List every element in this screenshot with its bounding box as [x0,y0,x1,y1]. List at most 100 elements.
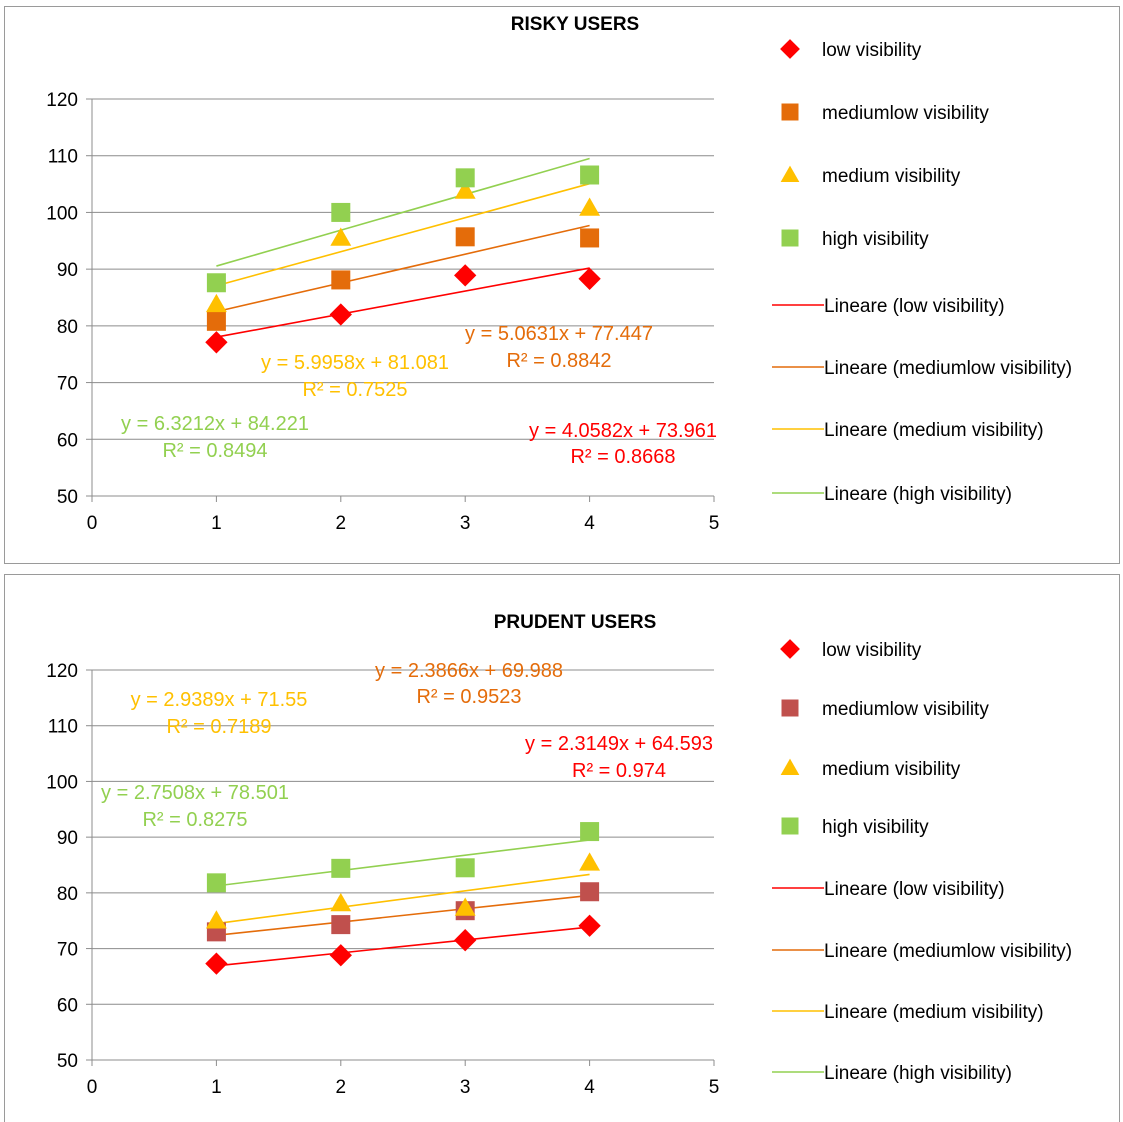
legend-marker-mediumlow-visibility [781,699,799,717]
legend-label: Lineare (low visibility) [824,296,1005,317]
trend-r2: R² = 0.8275 [142,809,247,831]
trend-equation: y = 2.7508x + 78.501 [101,782,289,804]
y-tick-label: 120 [46,90,78,111]
point-medium-visibility [579,852,601,871]
point-mediumlow-visibility [331,270,351,290]
legend-label: high visibility [822,817,929,838]
point-mediumlow-visibility [331,915,351,935]
trendline-lineare-low-visibility [216,926,590,967]
legend-label: mediumlow visibility [822,103,989,124]
point-high-visibility [455,858,475,878]
trendline-lineare-low-visibility [216,267,590,338]
chart-svg: RISKY USERS 50 60 70 80 90 100 110 120 0 1 2 3 4 5 y = … [46,14,1072,534]
legend-marker-medium-visibility [780,758,800,776]
legend-marker-high-visibility [781,817,799,835]
legend-label: Lineare (high visibility) [824,484,1012,505]
x-tick-label: 0 [87,1077,98,1098]
trend-r2: R² = 0.9523 [416,686,521,708]
legend-label: Lineare (mediumlow visibility) [824,941,1072,962]
legend-label: mediumlow visibility [822,699,989,720]
chart-prudent-users: PRUDENT USERS 50 60 70 80 90 100 110 120 0 1 2 3 4 5 y … [4,574,1120,1122]
legend-label: Lineare (high visibility) [824,1063,1012,1084]
point-medium-visibility [454,897,476,916]
x-tick-label: 4 [584,1077,595,1098]
trend-equation: y = 2.3866x + 69.988 [375,660,563,682]
y-tick-label: 120 [46,661,78,682]
x-tick-label: 3 [460,1077,471,1098]
point-high-visibility [580,822,600,842]
point-medium-visibility [330,892,352,912]
point-mediumlow-visibility [455,227,475,247]
x-tick-label: 5 [709,1077,720,1098]
point-medium-visibility [205,293,227,313]
trend-equation: y = 6.3212x + 84.221 [121,413,309,435]
legend-label: medium visibility [822,166,961,187]
trend-r2: R² = 0.974 [572,760,666,782]
legend-marker-high-visibility [781,229,799,247]
trendline-lineare-high-visibility [216,839,590,887]
legend-label: Lineare (low visibility) [824,879,1005,900]
trendline-lineare-mediumlow-visibility [216,224,590,313]
point-low-visibility [454,929,477,952]
y-tick-label: 80 [57,884,78,905]
x-tick-label: 1 [211,513,222,534]
trend-equation: y = 2.3149x + 64.593 [525,733,713,755]
point-low-visibility [578,914,601,937]
chart-svg: PRUDENT USERS 50 60 70 80 90 100 110 120 0 1 2 3 4 5 y … [46,612,1072,1098]
point-high-visibility [206,273,226,293]
y-tick-label: 110 [48,717,78,738]
trend-r2: R² = 0.7525 [302,379,407,401]
point-medium-visibility [205,910,227,929]
legend-marker-low-visibility [780,39,800,59]
trend-equation: y = 5.9958x + 81.081 [261,352,449,374]
x-tick-label: 2 [336,1077,347,1098]
y-tick-label: 90 [57,828,78,849]
x-tick-label: 3 [460,513,471,534]
y-tick-label: 100 [46,772,78,793]
y-tick-label: 70 [57,940,78,961]
point-medium-visibility [579,197,601,216]
legend-marker-low-visibility [780,639,800,659]
chart-title: PRUDENT USERS [494,612,657,633]
point-high-visibility [331,858,351,878]
point-low-visibility [329,944,352,967]
y-tick-label: 50 [57,1051,78,1072]
point-medium-visibility [454,180,476,199]
legend-label: Lineare (medium visibility) [824,420,1044,441]
point-low-visibility [205,952,228,975]
y-tick-label: 100 [46,203,78,224]
legend-label: medium visibility [822,759,961,780]
trend-equation: y = 4.0582x + 73.961 [529,420,717,442]
x-tick-label: 0 [87,513,98,534]
chart-title: RISKY USERS [511,14,639,35]
point-high-visibility [455,168,475,188]
point-low-visibility [205,331,228,354]
chart-risky-users: RISKY USERS 50 60 70 80 90 100 110 120 0 1 2 3 4 5 y = … [4,6,1120,564]
y-tick-label: 80 [57,317,78,338]
point-low-visibility [329,303,352,326]
point-high-visibility [580,165,600,185]
legend-marker-medium-visibility [780,165,800,183]
y-tick-label: 50 [57,487,78,508]
legend-label: low visibility [822,40,922,61]
y-tick-label: 110 [48,147,78,168]
x-tick-label: 4 [584,513,595,534]
point-mediumlow-visibility [206,311,226,331]
x-tick-label: 5 [709,513,720,534]
point-low-visibility [454,264,477,287]
legend-label: high visibility [822,229,929,250]
trendline-lineare-high-visibility [216,157,590,267]
trendline-lineare-medium-visibility [216,182,590,287]
x-tick-label: 1 [211,1077,222,1098]
trendline-lineare-medium-visibility [216,873,590,925]
legend-label: low visibility [822,640,922,661]
y-tick-label: 70 [57,374,78,395]
point-low-visibility [578,267,601,290]
point-high-visibility [206,873,226,893]
trendline-lineare-mediumlow-visibility [216,894,590,937]
trend-r2: R² = 0.8494 [162,440,267,462]
y-tick-label: 60 [57,430,78,451]
trend-equation: y = 2.9389x + 71.55 [131,689,308,711]
point-medium-visibility [330,227,352,246]
legend-label: Lineare (mediumlow visibility) [824,358,1072,379]
